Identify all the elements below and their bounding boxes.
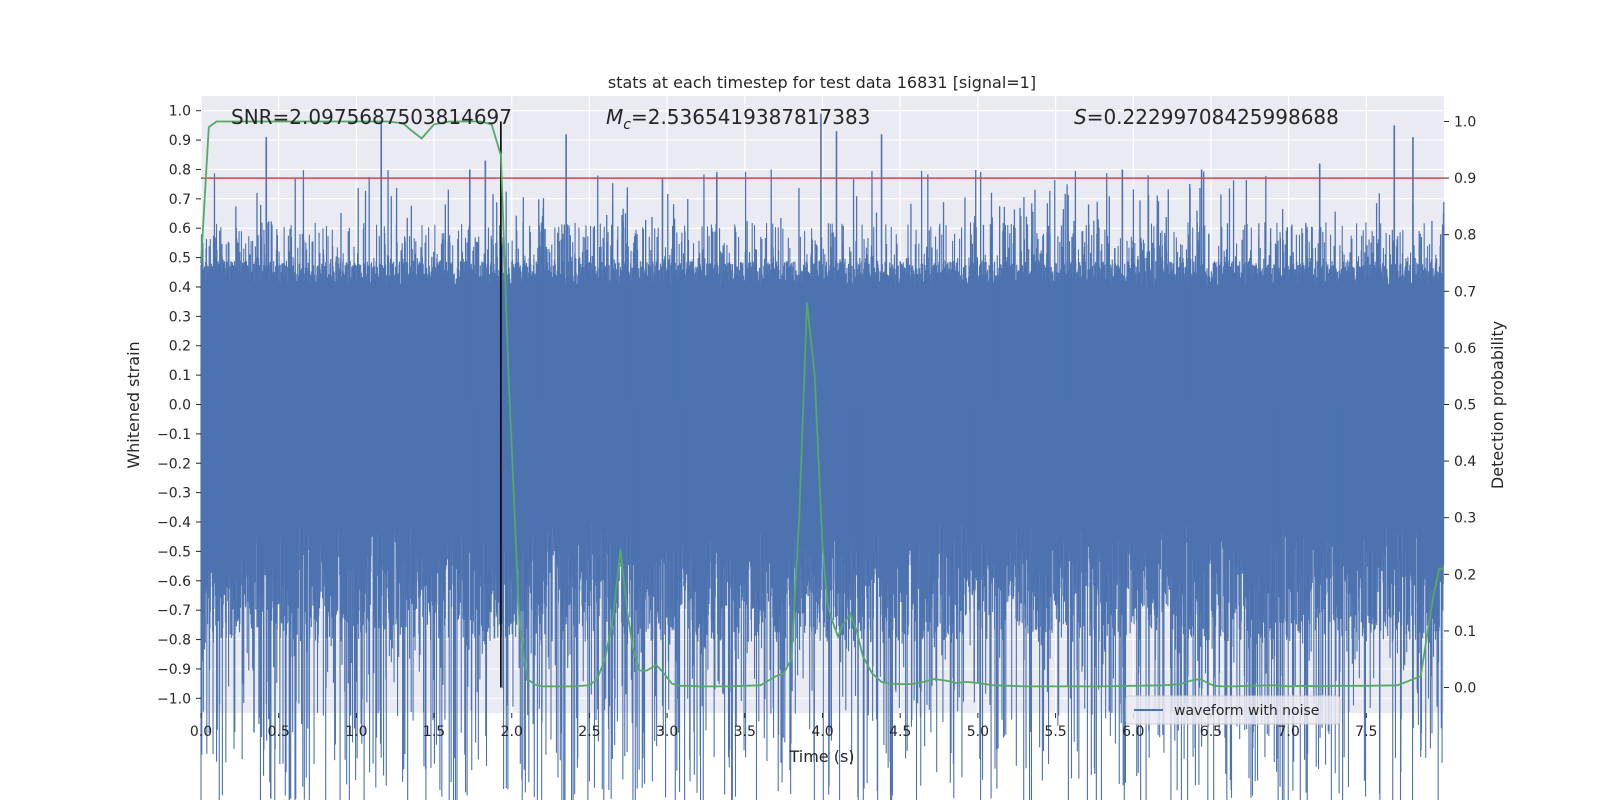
x-tick-label: 1.5 bbox=[423, 724, 445, 740]
x-tick-label: 0.5 bbox=[268, 724, 290, 740]
s-symbol: S bbox=[1074, 105, 1087, 129]
chart-title: stats at each timestep for test data 168… bbox=[608, 73, 1036, 92]
left-tick-label: −0.9 bbox=[157, 662, 191, 678]
x-tick-label: 7.0 bbox=[1277, 724, 1299, 740]
left-tick-label: −1.0 bbox=[157, 691, 191, 707]
left-tick-label: 0.7 bbox=[169, 192, 191, 208]
right-tick-label: 0.7 bbox=[1454, 284, 1476, 300]
y2-axis-label: Detection probability bbox=[1488, 321, 1507, 489]
left-tick-label: −0.5 bbox=[157, 544, 191, 560]
left-tick-label: −0.2 bbox=[157, 456, 191, 472]
right-tick-label: 0.9 bbox=[1454, 171, 1476, 187]
x-tick-label: 2.5 bbox=[578, 724, 600, 740]
left-tick-label: 0.2 bbox=[169, 339, 191, 355]
left-tick-label: −0.8 bbox=[157, 633, 191, 649]
left-tick-label: −0.1 bbox=[157, 427, 191, 443]
legend: waveform with noise bbox=[1125, 695, 1341, 725]
left-tick-label: 1.0 bbox=[169, 104, 191, 120]
x-tick-label: 2.0 bbox=[501, 724, 523, 740]
x-tick-label: 4.5 bbox=[889, 724, 911, 740]
left-tick-label: −0.7 bbox=[157, 603, 191, 619]
legend-label: waveform with noise bbox=[1174, 703, 1319, 719]
x-axis-ticks: 0.0 0.5 1.0 1.5 2.0 2.5 3.0 3.5 4.0 4.5 5.0 5.5 6.0 6… bbox=[190, 713, 1377, 740]
s-value: =0.22299708425998688 bbox=[1087, 105, 1339, 129]
right-tick-label: 0.6 bbox=[1454, 341, 1476, 357]
right-tick-label: 0.0 bbox=[1454, 681, 1476, 697]
left-axis-ticks: 1.0 0.9 0.8 0.7 0.6 0.5 0.4 0.3 0.2 0.1 0.0 −0.1 −0.… bbox=[157, 104, 201, 707]
left-tick-label: 0.0 bbox=[169, 398, 191, 414]
right-tick-label: 0.1 bbox=[1454, 624, 1476, 640]
left-tick-label: 0.1 bbox=[169, 368, 191, 384]
s-annotation: S=0.22299708425998688 bbox=[1074, 105, 1339, 129]
x-tick-label: 6.0 bbox=[1122, 724, 1144, 740]
x-tick-label: 4.0 bbox=[811, 724, 833, 740]
x-tick-label: 3.5 bbox=[734, 724, 756, 740]
right-tick-label: 0.4 bbox=[1454, 454, 1476, 470]
left-tick-label: −0.4 bbox=[157, 515, 191, 531]
legend-box bbox=[1125, 695, 1341, 725]
left-tick-label: 0.8 bbox=[169, 162, 191, 178]
left-tick-label: 0.3 bbox=[169, 309, 191, 325]
x-tick-label: 6.5 bbox=[1200, 724, 1222, 740]
x-tick-label: 7.5 bbox=[1355, 724, 1377, 740]
snr-annotation: SNR=2.0975687503814697 bbox=[231, 105, 512, 129]
left-tick-label: 0.6 bbox=[169, 221, 191, 237]
strain-dense-band bbox=[201, 286, 1444, 523]
right-tick-label: 0.3 bbox=[1454, 511, 1476, 527]
right-axis-ticks: 1.0 0.9 0.8 0.7 0.6 0.5 0.4 0.3 0.2 0.1 0.0 bbox=[1444, 114, 1476, 697]
left-tick-label: 0.4 bbox=[169, 280, 191, 296]
chirp-mass-symbol: M bbox=[606, 105, 623, 129]
right-tick-label: 0.5 bbox=[1454, 398, 1476, 414]
x-tick-label: 0.0 bbox=[190, 724, 212, 740]
right-tick-label: 0.8 bbox=[1454, 228, 1476, 244]
right-tick-label: 0.2 bbox=[1454, 567, 1476, 583]
x-tick-label: 3.0 bbox=[656, 724, 678, 740]
y-axis-label: Whitened strain bbox=[124, 341, 143, 468]
x-tick-label: 1.0 bbox=[345, 724, 367, 740]
chirp-mass-subscript: c bbox=[623, 117, 631, 133]
left-tick-label: 0.9 bbox=[169, 133, 191, 149]
right-tick-label: 1.0 bbox=[1454, 114, 1476, 130]
left-tick-label: −0.3 bbox=[157, 486, 191, 502]
chirp-mass-annotation: Mc=2.5365419387817383 bbox=[606, 105, 870, 133]
x-axis-label: Time (s) bbox=[788, 747, 854, 766]
strain-series bbox=[200, 113, 1445, 800]
chirp-mass-value: =2.5365419387817383 bbox=[631, 105, 870, 129]
left-tick-label: −0.6 bbox=[157, 574, 191, 590]
x-tick-label: 5.0 bbox=[967, 724, 989, 740]
x-tick-label: 5.5 bbox=[1044, 724, 1066, 740]
detection-probability-line bbox=[200, 120, 1444, 688]
left-tick-label: 0.5 bbox=[169, 251, 191, 267]
